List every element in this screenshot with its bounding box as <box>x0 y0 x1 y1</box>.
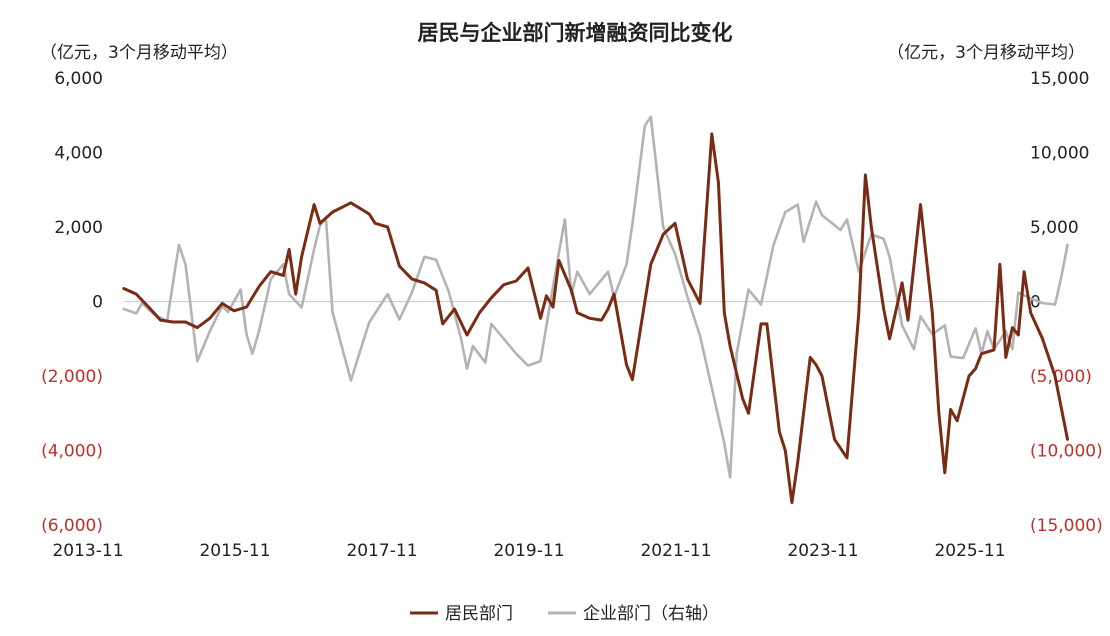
right-tick-label: (15,000) <box>1030 516 1103 536</box>
series-line-enterprise <box>122 115 1069 479</box>
x-tick-label: 2021-11 <box>640 541 711 561</box>
left-tick-label: (6,000) <box>41 516 103 536</box>
x-axis: 2013-11 2015-11 2017-11 2019-11 2021-11 2023-… <box>52 541 1005 561</box>
x-tick-label: 2025-11 <box>934 541 1005 561</box>
left-axis: 6,000 4,000 2,000 0 (2,000) (4,000) (6,000) <box>41 69 103 536</box>
chart-title: 居民与企业部门新增融资同比变化 <box>418 21 733 45</box>
x-tick-label: 2015-11 <box>199 541 270 561</box>
left-tick-label: (2,000) <box>41 367 103 387</box>
right-axis-unit: （亿元，3个月移动平均） <box>887 43 1085 63</box>
left-tick-label: (4,000) <box>41 442 103 462</box>
left-tick-label: 6,000 <box>54 69 103 89</box>
legend: 居民部门 企业部门（右轴） <box>410 604 719 624</box>
right-tick-label: (10,000) <box>1030 442 1103 462</box>
legend-label-enterprise: 企业部门（右轴） <box>583 604 719 624</box>
left-tick-label: 4,000 <box>54 144 103 164</box>
left-axis-unit: （亿元，3个月移动平均） <box>40 43 238 63</box>
right-tick-label: 0 <box>1030 293 1041 313</box>
left-tick-label: 0 <box>92 293 103 313</box>
right-tick-label: 10,000 <box>1030 144 1089 164</box>
series-line-household <box>122 132 1069 505</box>
right-tick-label: 5,000 <box>1030 218 1079 238</box>
x-tick-label: 2023-11 <box>787 541 858 561</box>
right-tick-label: (5,000) <box>1030 367 1092 387</box>
right-axis: 15,000 10,000 5,000 0 (5,000) (10,000) (15,000… <box>1030 69 1103 536</box>
x-tick-label: 2013-11 <box>52 541 123 561</box>
x-tick-label: 2019-11 <box>493 541 564 561</box>
right-tick-label: 15,000 <box>1030 69 1089 89</box>
legend-label-household: 居民部门 <box>445 604 513 624</box>
plot-area <box>122 115 1069 505</box>
left-tick-label: 2,000 <box>54 218 103 238</box>
x-tick-label: 2017-11 <box>346 541 417 561</box>
